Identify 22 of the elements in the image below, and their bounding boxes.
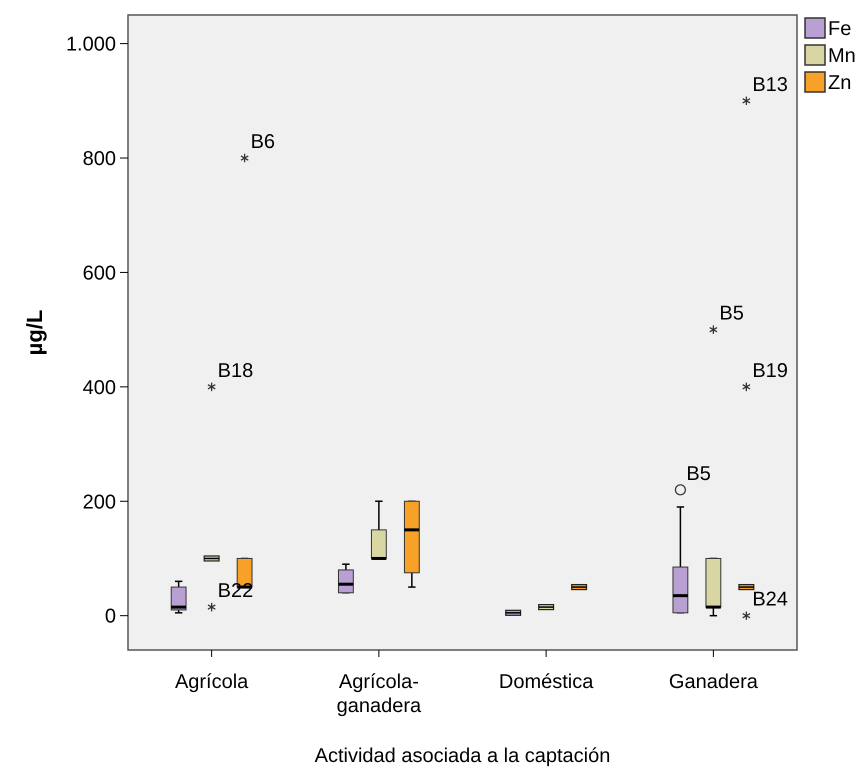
y-tick-label: 800 (82, 148, 116, 170)
legend-label: Mn (828, 45, 856, 67)
x-tick-label: Ganadera (668, 671, 759, 693)
y-tick-label: 200 (82, 491, 116, 514)
annotation: B24 (752, 588, 788, 611)
annotation: B5 (719, 302, 744, 325)
annotation: B13 (752, 74, 788, 96)
legend-label: Zn (828, 72, 852, 94)
y-axis-title: µg/L (22, 310, 47, 356)
x-axis-title: Actividad asociada a la captación (314, 745, 610, 767)
y-tick-label: 1.000 (66, 34, 116, 56)
annotation: B5 (686, 462, 711, 485)
y-tick-label: 0 (104, 606, 116, 628)
annotation: B6 (250, 131, 276, 154)
y-tick-label: 400 (82, 376, 116, 399)
legend-label: Fe (828, 18, 852, 40)
y-tick-label: 600 (82, 262, 116, 284)
x-tick-label: Agrícola (174, 671, 250, 693)
annotation: B19 (752, 360, 788, 382)
x-tick-label: Agrícola- ganadera (336, 671, 422, 717)
x-tick-label: Doméstica (498, 671, 594, 693)
annotation: B18 (218, 360, 254, 382)
